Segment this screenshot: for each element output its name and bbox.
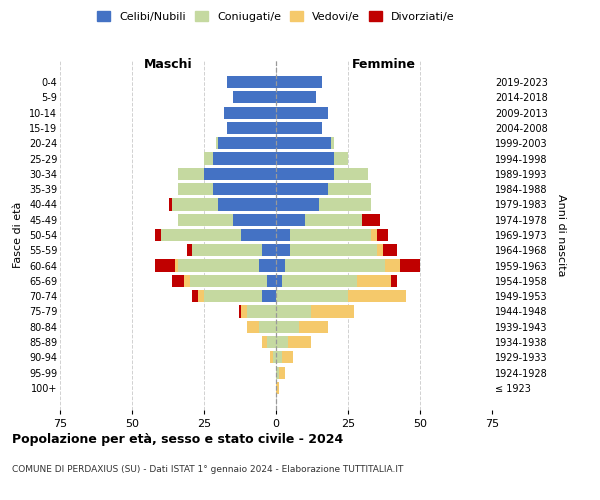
Legend: Celibi/Nubili, Coniugati/e, Vedovi/e, Divorziati/e: Celibi/Nubili, Coniugati/e, Vedovi/e, Di…	[94, 8, 458, 25]
Bar	[305, 214, 362, 226]
Bar	[218, 137, 276, 149]
Bar	[215, 137, 218, 149]
Bar	[279, 366, 284, 379]
Bar	[227, 76, 276, 88]
Bar	[204, 168, 276, 180]
Bar	[268, 275, 276, 287]
Bar	[233, 91, 276, 104]
Bar	[204, 290, 262, 302]
Bar	[284, 260, 385, 272]
Bar	[270, 352, 273, 364]
Bar	[276, 183, 328, 195]
Bar	[362, 214, 380, 226]
Bar	[262, 244, 276, 256]
Bar	[276, 290, 348, 302]
Bar	[268, 336, 276, 348]
Bar	[262, 336, 268, 348]
Bar	[383, 244, 397, 256]
Bar	[276, 214, 305, 226]
Bar	[276, 152, 334, 164]
Bar	[334, 152, 348, 164]
Bar	[290, 229, 371, 241]
Bar	[178, 260, 259, 272]
Y-axis label: Fasce di età: Fasce di età	[13, 202, 23, 268]
Bar	[233, 214, 276, 226]
Bar	[385, 260, 400, 272]
Bar	[371, 229, 377, 241]
Bar	[212, 183, 276, 195]
Bar	[190, 275, 268, 287]
Bar	[287, 336, 311, 348]
Bar	[276, 352, 282, 364]
Bar	[377, 229, 388, 241]
Bar	[356, 275, 391, 287]
Bar	[224, 106, 276, 118]
Bar	[400, 260, 420, 272]
Bar	[276, 366, 279, 379]
Bar	[319, 198, 371, 210]
Bar	[276, 320, 299, 333]
Bar	[218, 198, 276, 210]
Bar	[348, 290, 406, 302]
Bar	[155, 260, 175, 272]
Bar	[282, 275, 356, 287]
Bar	[276, 336, 287, 348]
Bar	[178, 214, 233, 226]
Bar	[241, 229, 276, 241]
Bar	[276, 76, 322, 88]
Bar	[276, 382, 279, 394]
Bar	[377, 244, 383, 256]
Bar	[290, 244, 377, 256]
Bar	[276, 122, 322, 134]
Bar	[239, 306, 241, 318]
Bar	[172, 198, 218, 210]
Text: Maschi: Maschi	[143, 58, 193, 71]
Bar	[282, 352, 293, 364]
Bar	[247, 320, 259, 333]
Bar	[276, 137, 331, 149]
Bar	[178, 183, 212, 195]
Bar	[204, 152, 212, 164]
Bar	[276, 168, 334, 180]
Bar	[276, 244, 290, 256]
Bar	[259, 320, 276, 333]
Bar	[259, 260, 276, 272]
Text: COMUNE DI PERDAXIUS (SU) - Dati ISTAT 1° gennaio 2024 - Elaborazione TUTTITALIA.: COMUNE DI PERDAXIUS (SU) - Dati ISTAT 1°…	[12, 466, 403, 474]
Bar	[334, 168, 368, 180]
Bar	[227, 122, 276, 134]
Bar	[276, 260, 284, 272]
Bar	[155, 229, 161, 241]
Bar	[276, 198, 319, 210]
Text: Femmine: Femmine	[352, 58, 416, 71]
Bar	[299, 320, 328, 333]
Bar	[276, 91, 316, 104]
Bar	[276, 306, 311, 318]
Bar	[198, 290, 204, 302]
Bar	[193, 244, 262, 256]
Bar	[262, 290, 276, 302]
Bar	[276, 229, 290, 241]
Bar	[391, 275, 397, 287]
Bar	[187, 244, 193, 256]
Bar	[184, 275, 190, 287]
Bar	[311, 306, 354, 318]
Bar	[273, 352, 276, 364]
Bar	[175, 260, 178, 272]
Bar	[193, 290, 198, 302]
Text: Popolazione per età, sesso e stato civile - 2024: Popolazione per età, sesso e stato civil…	[12, 432, 343, 446]
Bar	[169, 198, 172, 210]
Bar	[328, 183, 371, 195]
Bar	[276, 275, 282, 287]
Y-axis label: Anni di nascita: Anni di nascita	[556, 194, 566, 276]
Bar	[331, 137, 334, 149]
Bar	[212, 152, 276, 164]
Bar	[172, 275, 184, 287]
Bar	[241, 306, 247, 318]
Bar	[178, 168, 204, 180]
Bar	[247, 306, 276, 318]
Bar	[161, 229, 241, 241]
Bar	[276, 106, 328, 118]
